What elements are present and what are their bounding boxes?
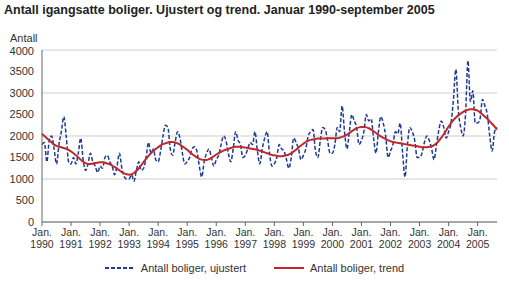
svg-text:Jan.: Jan.	[206, 226, 226, 238]
svg-text:1990: 1990	[30, 238, 54, 250]
svg-text:1997: 1997	[234, 238, 258, 250]
svg-text:1999: 1999	[292, 238, 316, 250]
svg-text:Jan.: Jan.	[381, 226, 401, 238]
svg-text:2005: 2005	[466, 238, 490, 250]
svg-text:Jan.: Jan.	[119, 226, 139, 238]
svg-text:1991: 1991	[59, 238, 83, 250]
svg-text:2002: 2002	[379, 238, 403, 250]
svg-text:4000: 4000	[10, 45, 34, 57]
svg-text:500: 500	[16, 194, 34, 206]
svg-text:2003: 2003	[408, 238, 432, 250]
svg-text:Jan.: Jan.	[90, 226, 110, 238]
svg-text:1992: 1992	[88, 238, 112, 250]
svg-text:Jan.: Jan.	[148, 226, 168, 238]
svg-text:Jan.: Jan.	[293, 226, 313, 238]
svg-text:Jan.: Jan.	[235, 226, 255, 238]
svg-text:1994: 1994	[146, 238, 170, 250]
svg-text:1500: 1500	[10, 151, 34, 163]
svg-text:Jan.: Jan.	[352, 226, 372, 238]
html-text:Antall boliger, trend: Antall boliger, trend	[310, 262, 405, 274]
svg-text:Jan.: Jan.	[439, 226, 459, 238]
svg-text:Jan.: Jan.	[468, 226, 488, 238]
svg-text:Jan.: Jan.	[322, 226, 342, 238]
svg-text:2004: 2004	[437, 238, 461, 250]
svg-text:Jan.: Jan.	[264, 226, 284, 238]
svg-text:3500: 3500	[10, 65, 34, 77]
svg-text:2500: 2500	[10, 108, 34, 120]
svg-text:1998: 1998	[263, 238, 287, 250]
html-text:Antall igangsatte boliger. Uju: Antall igangsatte boliger. Ujustert og t…	[4, 3, 435, 17]
svg-text:Jan.: Jan.	[177, 226, 197, 238]
svg-text:3000: 3000	[10, 87, 34, 99]
svg-text:Jan.: Jan.	[32, 226, 52, 238]
svg-text:1000: 1000	[10, 173, 34, 185]
svg-text:1995: 1995	[176, 238, 200, 250]
svg-text:Jan.: Jan.	[410, 226, 430, 238]
svg-text:2001: 2001	[350, 238, 374, 250]
svg-text:1993: 1993	[117, 238, 141, 250]
html-text:Antall: Antall	[10, 32, 38, 44]
html-text:Antall boliger, ujustert: Antall boliger, ujustert	[140, 262, 246, 274]
svg-text:1996: 1996	[205, 238, 229, 250]
svg-text:2000: 2000	[10, 130, 34, 142]
svg-text:Jan.: Jan.	[61, 226, 81, 238]
svg-text:0: 0	[28, 216, 34, 228]
svg-text:2000: 2000	[321, 238, 345, 250]
